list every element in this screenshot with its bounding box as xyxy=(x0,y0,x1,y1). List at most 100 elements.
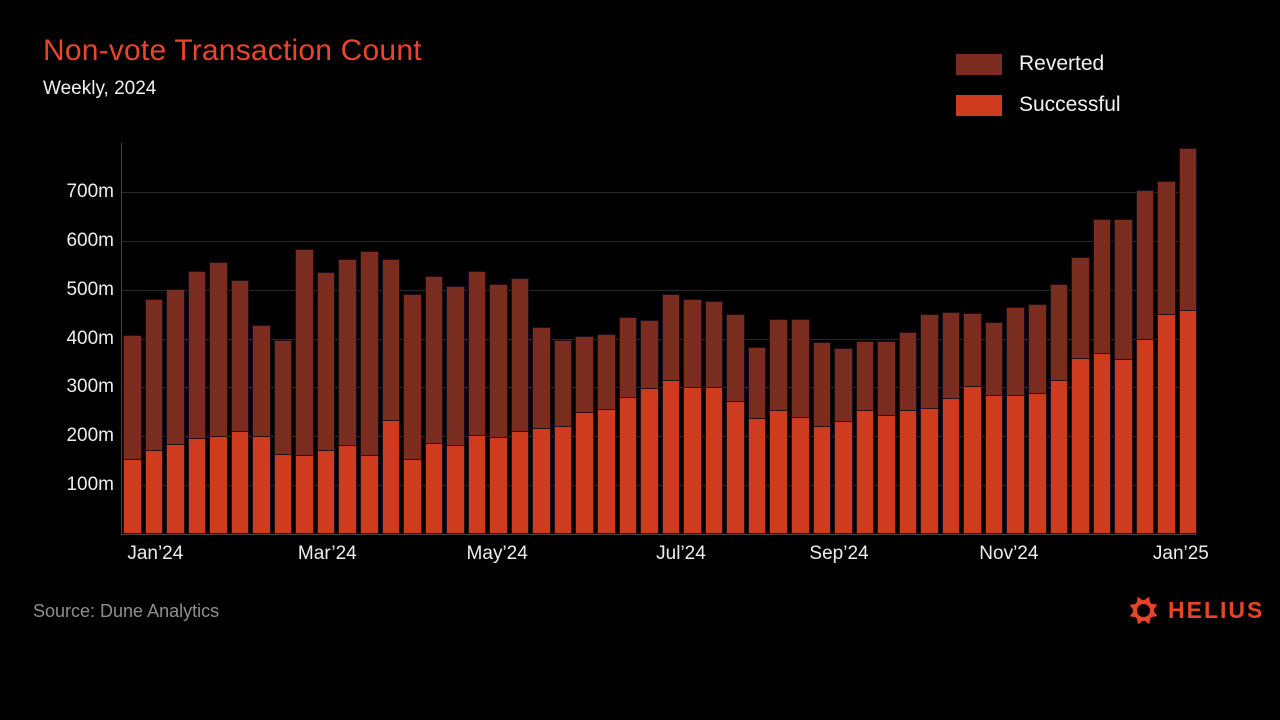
successful-segment xyxy=(834,421,853,534)
week-bar xyxy=(424,143,444,534)
week-bar xyxy=(834,143,853,534)
gridline xyxy=(122,436,1197,438)
reverted-segment xyxy=(510,278,530,432)
chart-subtitle: Weekly, 2024 xyxy=(43,78,157,99)
source-attribution: Source: Dune Analytics xyxy=(33,601,220,621)
reverted-segment xyxy=(1006,306,1025,396)
legend: Reverted Successful xyxy=(956,52,1121,117)
helius-wordmark: HELIUS xyxy=(1168,597,1265,623)
week-bar xyxy=(877,143,896,534)
week-bar xyxy=(446,143,465,534)
y-tick-label: 300m xyxy=(66,376,114,398)
reverted-segment xyxy=(1049,283,1069,380)
reverted-segment xyxy=(532,326,551,429)
gridline xyxy=(122,387,1197,389)
reverted-segment xyxy=(597,333,616,409)
week-bar xyxy=(489,143,508,534)
successful-segment xyxy=(618,396,638,534)
successful-segment xyxy=(984,395,1004,534)
week-bar xyxy=(984,143,1004,534)
helius-brand: HELIUS xyxy=(1128,595,1264,626)
successful-segment xyxy=(597,408,616,534)
chart-title: Non-vote Transaction Count xyxy=(43,34,422,67)
reverted-segment xyxy=(812,342,832,427)
reverted-segment xyxy=(704,300,724,388)
successful-segment xyxy=(338,445,358,534)
reverted-segment xyxy=(726,314,745,402)
successful-segment xyxy=(1178,309,1198,534)
successful-segment xyxy=(1135,338,1155,534)
successful-segment xyxy=(747,417,767,534)
week-bar xyxy=(618,143,638,534)
successful-segment xyxy=(769,409,788,534)
week-bar xyxy=(1092,143,1112,534)
gridline xyxy=(122,191,1197,193)
reverted-segment xyxy=(877,340,896,416)
reverted-segment xyxy=(769,318,788,410)
successful-segment xyxy=(489,437,508,534)
reverted-segment xyxy=(187,270,207,439)
reverted-segment xyxy=(489,283,508,438)
week-bar xyxy=(769,143,788,534)
successful-segment xyxy=(295,455,314,534)
successful-segment xyxy=(252,436,271,534)
x-axis-line xyxy=(121,534,1197,535)
y-tick-label: 200m xyxy=(66,425,114,447)
x-tick-label: Jan’24 xyxy=(127,543,184,564)
successful-segment xyxy=(790,416,810,534)
reverted-segment xyxy=(575,335,595,412)
reverted-segment xyxy=(553,340,573,427)
week-bar xyxy=(812,143,832,534)
week-bar xyxy=(898,143,918,534)
reverted-segment xyxy=(898,332,918,411)
week-bar xyxy=(230,143,250,534)
successful-segment xyxy=(1027,393,1047,534)
successful-segment xyxy=(1157,313,1176,534)
week-bar xyxy=(510,143,530,534)
reverted-segment xyxy=(1114,218,1133,359)
successful-segment xyxy=(726,401,745,534)
week-bar xyxy=(704,143,724,534)
week-bar xyxy=(403,143,422,534)
successful-segment xyxy=(704,387,724,534)
y-tick-label: 100m xyxy=(66,474,114,496)
successful-segment xyxy=(812,426,832,534)
reverted-segment xyxy=(424,276,444,444)
week-bar xyxy=(360,143,379,534)
week-bar xyxy=(1006,143,1025,534)
week-bar xyxy=(1157,143,1176,534)
week-bar xyxy=(338,143,358,534)
reverted-segment xyxy=(1027,303,1047,394)
gridline xyxy=(122,485,1197,487)
reverted-segment xyxy=(273,340,293,454)
reverted-segment xyxy=(295,248,314,456)
legend-label: Reverted xyxy=(1019,52,1105,75)
successful-segment xyxy=(532,428,551,534)
week-bar xyxy=(316,143,336,534)
reverted-segment xyxy=(1135,189,1155,339)
legend-label: Successful xyxy=(1019,93,1121,116)
reverted-segment xyxy=(209,262,228,437)
x-tick-label: Sep’24 xyxy=(809,543,869,564)
reverted-segment xyxy=(381,258,401,421)
successful-segment xyxy=(230,430,250,534)
week-bar xyxy=(747,143,767,534)
legend-item-reverted: Reverted xyxy=(956,52,1121,76)
reverted-segment xyxy=(403,293,422,460)
reverted-segment xyxy=(166,288,185,445)
week-bar xyxy=(532,143,551,534)
reverted-segment xyxy=(230,280,250,431)
successful-swatch-icon xyxy=(956,94,1002,116)
week-bar xyxy=(187,143,207,534)
week-bar xyxy=(963,143,982,534)
week-bar xyxy=(1071,143,1090,534)
reverted-segment xyxy=(640,320,659,388)
week-bar xyxy=(1027,143,1047,534)
successful-segment xyxy=(575,411,595,534)
reverted-segment xyxy=(338,259,358,446)
week-bar xyxy=(123,143,142,534)
successful-segment xyxy=(1092,352,1112,534)
x-tick-label: Mar’24 xyxy=(297,543,357,564)
successful-segment xyxy=(123,459,142,534)
week-bar xyxy=(855,143,875,534)
